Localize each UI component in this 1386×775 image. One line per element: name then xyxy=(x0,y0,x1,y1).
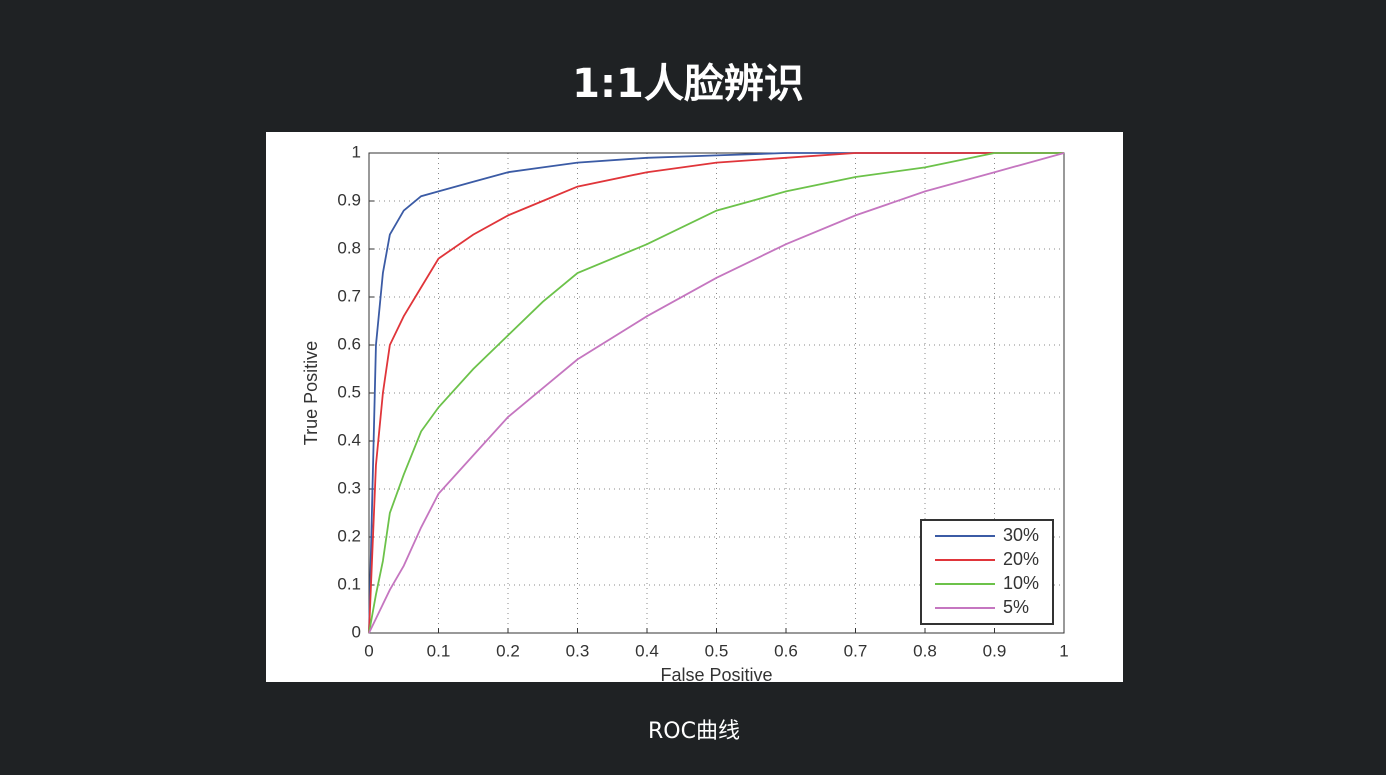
x-tick-label: 0.2 xyxy=(496,641,520,660)
x-tick-label: 0.8 xyxy=(913,641,937,660)
x-tick-label: 0.4 xyxy=(635,641,659,660)
y-tick-label: 0.6 xyxy=(337,334,361,353)
plot-frame xyxy=(368,152,1065,634)
y-tick-label: 0.9 xyxy=(337,190,361,209)
x-tick-label: 0 xyxy=(364,641,373,660)
x-tick-label: 0.3 xyxy=(566,641,590,660)
y-tick-label: 1 xyxy=(352,142,361,161)
chart: 0 0.1 0.2 0.3 0.4 0.5 0.6 0.7 0.8 0.9 1 0 0.1 0.2 0.3 0… xyxy=(301,142,1069,684)
y-tick-label: 0 xyxy=(352,622,361,641)
roc-line xyxy=(368,152,1064,634)
y-tick-label: 0.8 xyxy=(337,238,361,257)
y-tick-label: 0.1 xyxy=(337,574,361,593)
legend-box xyxy=(920,519,1054,625)
x-tick-label: 0.9 xyxy=(983,641,1007,660)
roc-line xyxy=(368,152,1064,634)
x-tick-label: 0.6 xyxy=(774,641,798,660)
y-tick-label: 0.7 xyxy=(337,286,361,305)
y-tick-label: 0.3 xyxy=(337,478,361,497)
y-tick-label: 0.2 xyxy=(337,526,361,545)
roc-line xyxy=(368,152,1065,634)
legend-label: 30% xyxy=(1003,525,1039,545)
legend-label: 10% xyxy=(1003,573,1039,593)
x-axis-label: False Positive xyxy=(660,665,772,685)
y-tick-label: 0.5 xyxy=(337,382,361,401)
legend-label: 5% xyxy=(1003,597,1029,617)
slide-title: 1:1人脸辨识 xyxy=(572,61,804,107)
x-tick-label: 0.5 xyxy=(705,641,729,660)
legend-label: 20% xyxy=(1003,549,1039,569)
x-tick-label: 0.7 xyxy=(844,641,868,660)
x-tick-label: 0.1 xyxy=(427,641,451,660)
x-tick-label: 1 xyxy=(1059,641,1068,660)
caption: ROC曲线 xyxy=(648,719,740,744)
y-axis-label: True Positive xyxy=(301,341,321,445)
y-tick-label: 0.4 xyxy=(337,430,361,449)
